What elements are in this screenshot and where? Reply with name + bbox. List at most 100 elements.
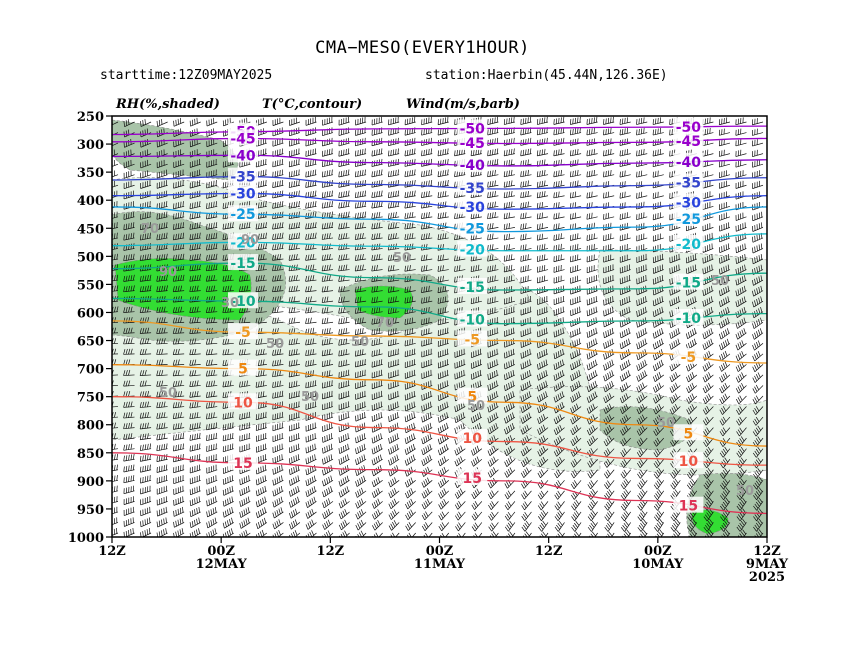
wind-barb-feather — [489, 181, 492, 187]
wind-barb-feather — [388, 150, 390, 157]
wind-barb — [586, 153, 598, 157]
wind-barb-feather — [444, 148, 447, 155]
wind-barb-feather — [520, 129, 522, 136]
wind-barb — [437, 132, 449, 136]
wind-barb-feather — [454, 150, 456, 156]
wind-barb-feather — [577, 180, 579, 187]
wind-barb — [388, 121, 400, 126]
wind-barb — [636, 163, 648, 167]
wind-barb-feather — [430, 169, 433, 175]
wind-barb-feather — [525, 170, 527, 176]
wind-barb-feather — [588, 170, 591, 177]
wind-barb-feather — [607, 159, 610, 166]
wind-barb-feather — [107, 297, 108, 302]
wind-barb — [487, 174, 499, 178]
wind-barb-feather — [489, 160, 492, 166]
wind-barb-feather — [107, 339, 108, 344]
wind-barb-feather — [123, 121, 125, 127]
wind-barb-feather — [487, 181, 489, 188]
wind-barb-feather — [310, 191, 312, 197]
wind-barb-feather — [444, 180, 447, 186]
wind-barb-feather — [569, 160, 572, 167]
wind-barb-feather — [293, 181, 295, 187]
wind-barb-feather — [558, 170, 560, 176]
wind-barb-feather — [423, 149, 425, 156]
wind-barb-feather — [494, 169, 496, 176]
wind-barb-feather — [610, 148, 612, 155]
wind-barb — [735, 121, 747, 126]
wind-barb-feather — [107, 142, 108, 147]
wind-barbs — [107, 116, 764, 537]
wind-barb-feather — [572, 181, 574, 188]
wind-barb-feather — [392, 170, 395, 176]
wind-barb-feather — [307, 191, 310, 198]
wind-barb — [355, 174, 367, 178]
wind-barb-feather — [295, 180, 298, 187]
wind-barb-feather — [560, 159, 562, 165]
wind-barb — [619, 174, 631, 178]
wind-barb — [487, 132, 499, 136]
wind-barb-feather — [527, 169, 529, 176]
wind-barb-feather — [610, 127, 612, 134]
wind-barb — [752, 132, 764, 136]
wind-barb-feather — [458, 149, 461, 155]
wind-barb-feather — [529, 148, 532, 154]
wind-barb-feather — [638, 150, 640, 156]
wind-barb — [702, 132, 714, 136]
wind-barb — [355, 132, 367, 136]
wind-barb — [338, 153, 350, 157]
wind-barb — [371, 121, 383, 126]
wind-barb-feather — [503, 181, 506, 188]
wind-barb-feather — [288, 182, 291, 188]
wind-barb-feather — [544, 159, 546, 165]
wind-barb-feather — [624, 170, 626, 177]
wind-barb-feather — [298, 190, 300, 197]
wind-barb — [305, 132, 317, 137]
wind-barb-feather — [619, 182, 621, 188]
wind-barb — [404, 163, 416, 167]
wind-barb — [735, 142, 747, 147]
wind-barb — [702, 153, 714, 157]
wind-barb-feather — [525, 180, 527, 187]
wind-barb-feather — [607, 128, 610, 134]
wind-barb — [603, 163, 615, 167]
wind-barb — [570, 121, 582, 125]
wind-barb-feather — [619, 150, 621, 157]
wind-barb — [652, 142, 664, 146]
wind-barb — [371, 153, 383, 157]
wind-barb-feather — [409, 149, 411, 155]
wind-barb — [173, 142, 185, 148]
wind-barb — [124, 174, 135, 179]
wind-barb-feather — [454, 181, 456, 188]
wind-barb — [504, 184, 515, 188]
wind-barb — [338, 174, 350, 178]
wind-barb-feather — [421, 171, 423, 177]
wind-barb — [570, 153, 582, 157]
wind-barb-feather — [539, 128, 541, 135]
wind-barb-feather — [603, 182, 605, 188]
wind-barb-feather — [574, 170, 577, 176]
wind-barb — [652, 153, 664, 157]
wind-barb — [603, 142, 615, 146]
wind-barb-feather — [536, 129, 539, 135]
wind-barb-feather — [643, 148, 645, 155]
wind-barb — [735, 163, 747, 168]
wind-barb-feather — [560, 180, 562, 187]
wind-barb — [421, 121, 433, 126]
wind-barb-feather — [591, 128, 593, 134]
wind-barb — [112, 163, 119, 167]
wind-barb-feather — [560, 148, 562, 155]
wind-barb-feather — [607, 138, 610, 145]
wind-barb-feather — [107, 245, 108, 250]
wind-barb — [322, 132, 334, 136]
wind-barb-feather — [357, 160, 359, 167]
wind-barb — [112, 174, 119, 178]
wind-barb-feather — [624, 149, 626, 155]
wind-barb-feather — [558, 180, 560, 187]
wind-barb — [289, 184, 300, 188]
wind-barb — [421, 142, 433, 146]
wind-barb-feather — [522, 160, 525, 166]
wind-barb — [636, 121, 648, 125]
wind-barb-feather — [541, 159, 544, 166]
wind-barb-feather — [577, 127, 579, 134]
